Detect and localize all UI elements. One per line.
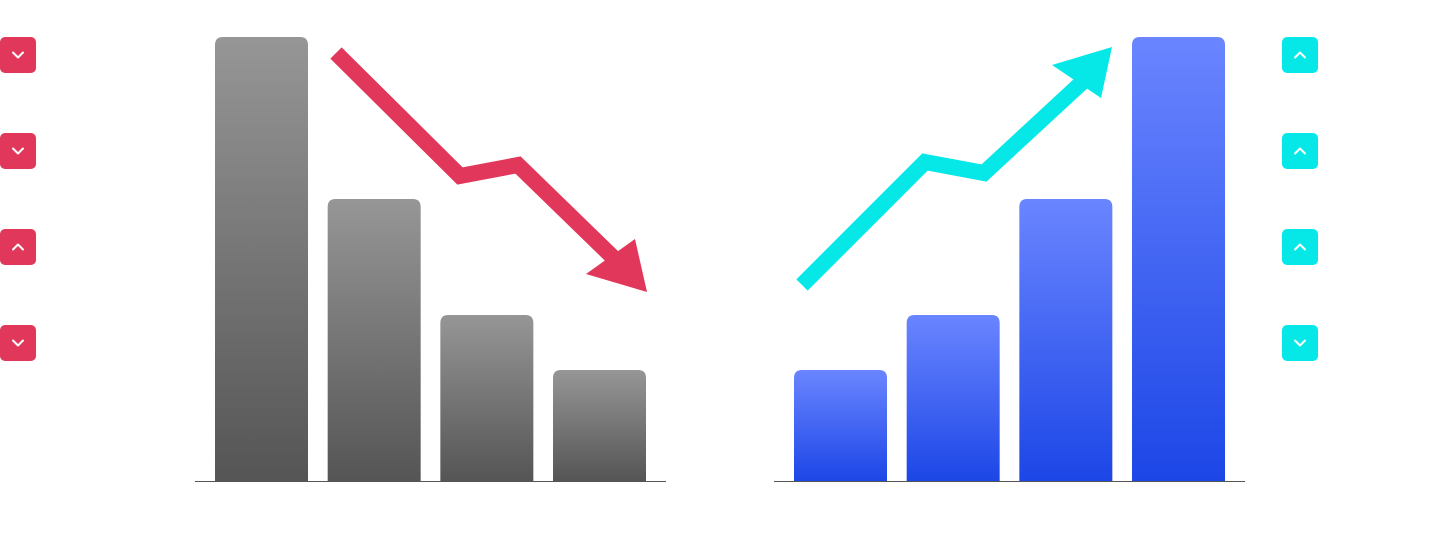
chevron-up-icon (1292, 47, 1308, 63)
chevron-down-icon (1292, 335, 1308, 351)
trend-down-arrow-line (330, 47, 632, 276)
trend-up-arrow-line (796, 69, 1096, 291)
move-up-button[interactable] (1282, 229, 1318, 265)
trend-up-arrow-head (1052, 47, 1112, 98)
chevron-up-icon (10, 239, 26, 255)
bar (553, 370, 647, 481)
trend-down-arrow-head (586, 239, 647, 292)
move-up-button[interactable] (1282, 37, 1318, 73)
move-down-button[interactable] (0, 37, 36, 73)
chevron-down-icon (10, 143, 26, 159)
bar (906, 314, 1000, 481)
bar (1019, 199, 1113, 481)
decreasing-bar-chart (195, 37, 666, 482)
chevron-down-icon (10, 335, 26, 351)
move-up-button[interactable] (1282, 133, 1318, 169)
bar (215, 37, 308, 481)
chevron-down-icon (10, 47, 26, 63)
chevron-up-icon (1292, 239, 1308, 255)
bar (1132, 37, 1226, 481)
bar (794, 370, 887, 481)
move-down-button[interactable] (0, 133, 36, 169)
increasing-bar-chart (774, 37, 1245, 482)
bar (440, 314, 534, 481)
move-down-button[interactable] (1282, 325, 1318, 361)
move-down-button[interactable] (0, 325, 36, 361)
move-up-button[interactable] (0, 229, 36, 265)
chevron-up-icon (1292, 143, 1308, 159)
bar (327, 199, 421, 481)
